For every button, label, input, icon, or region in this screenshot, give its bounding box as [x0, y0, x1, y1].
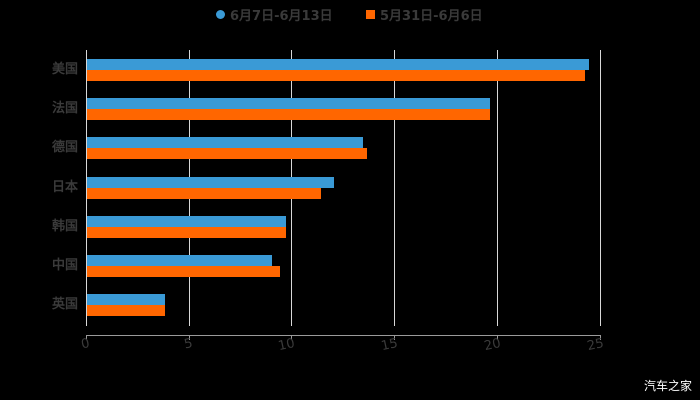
- bar-previous-week[interactable]: [87, 226, 286, 238]
- bar-previous-week[interactable]: [87, 148, 367, 160]
- x-tick: [600, 335, 601, 340]
- category-label: 中国: [51, 258, 78, 273]
- bar-previous-week[interactable]: [87, 109, 490, 121]
- x-tick-label: 10: [276, 336, 297, 355]
- legend-item-week-may31[interactable]: 5月31日-6月6日: [366, 4, 483, 24]
- bar-previous-week[interactable]: [87, 187, 321, 199]
- bar-current-week[interactable]: [87, 294, 165, 306]
- category-label: 德国: [51, 140, 78, 156]
- x-tick-label: 0: [79, 336, 92, 353]
- chart-legend: 6月7日-6月13日 5月31日-6月6日: [0, 4, 700, 24]
- category-label: 美国: [51, 62, 78, 77]
- bar-current-week[interactable]: [87, 176, 334, 188]
- x-tick: [86, 335, 87, 340]
- gridline-20: [497, 50, 498, 326]
- category-label: 韩国: [51, 218, 78, 234]
- x-tick: [497, 335, 498, 340]
- category-label: 法国: [51, 101, 78, 117]
- legend-item-week-jun7[interactable]: 6月7日-6月13日: [216, 4, 333, 24]
- gridline-25: [600, 50, 601, 326]
- x-tick-label: 15: [379, 336, 400, 355]
- bar-current-week[interactable]: [87, 59, 589, 70]
- bar-previous-week[interactable]: [87, 70, 585, 81]
- x-tick-label: 20: [482, 336, 503, 355]
- bar-current-week[interactable]: [87, 215, 286, 227]
- x-axis-line: [86, 335, 601, 336]
- bar-current-week[interactable]: [87, 255, 272, 266]
- y-axis-line: [86, 50, 87, 326]
- bar-current-week[interactable]: [87, 137, 363, 149]
- category-label: 日本: [51, 179, 78, 195]
- category-label: 英国: [51, 297, 78, 313]
- x-tick-label: 25: [585, 336, 606, 355]
- legend-label: 5月31日-6月6日: [380, 8, 483, 24]
- x-tick: [189, 335, 190, 340]
- legend-label: 6月7日-6月13日: [230, 8, 333, 24]
- x-tick-label: 5: [182, 336, 195, 353]
- bar-previous-week[interactable]: [87, 305, 165, 317]
- x-tick: [291, 335, 292, 340]
- gridline-15: [394, 50, 395, 326]
- bar-current-week[interactable]: [87, 98, 490, 110]
- legend-circle-icon: [216, 9, 225, 19]
- bar-previous-week[interactable]: [87, 266, 280, 277]
- legend-square-icon: [366, 9, 375, 19]
- watermark: 汽车之家: [643, 379, 692, 393]
- x-tick: [394, 335, 395, 340]
